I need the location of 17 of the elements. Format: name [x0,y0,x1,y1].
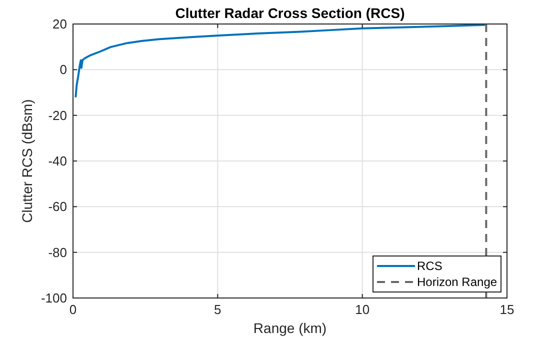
y-tick-label: -80 [48,244,67,260]
line-series [74,24,486,98]
ref-line-label: Horizon Range [417,275,498,289]
y-tick-label: -100 [40,290,67,306]
y-tick-label: -20 [48,108,67,123]
y-tick-label: -40 [48,154,67,168]
chart-title: Clutter Radar Cross Section (RCS) [175,5,405,21]
y-tick-label: 0 [60,62,67,78]
x-axis-title: Range (km) [253,320,327,336]
y-axis-title: Clutter RCS (dBsm) [19,99,35,223]
x-tick-label: 15 [500,302,514,317]
x-tick-label: 10 [355,302,370,317]
y-tick-label: -60 [48,199,67,214]
y-tick-label: 20 [52,16,67,32]
legend-label: RCS [417,259,442,273]
x-tick-label: 5 [214,302,222,317]
x-tick-label: 0 [69,302,77,317]
